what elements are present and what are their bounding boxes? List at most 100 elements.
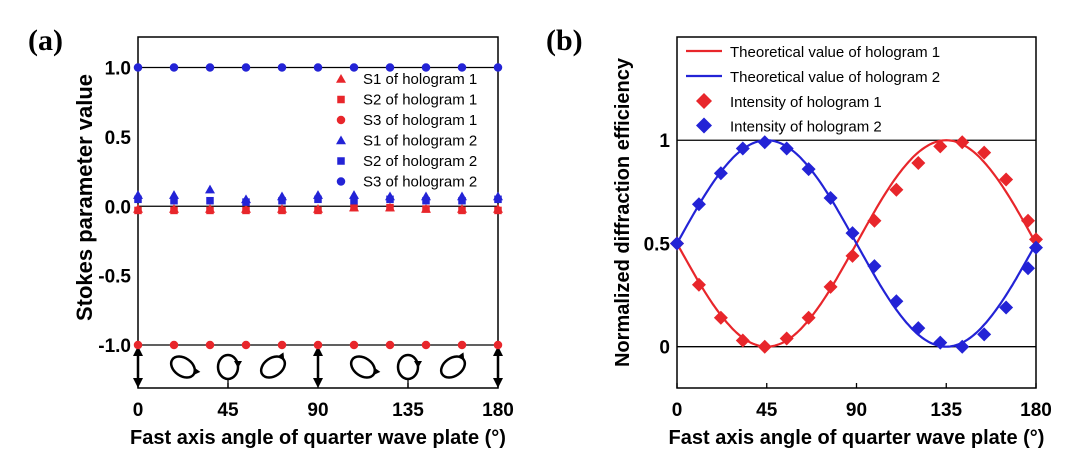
x-tick-label: 180 (482, 400, 514, 421)
data-point (278, 206, 286, 215)
data-point (169, 340, 179, 350)
data-point (385, 63, 395, 72)
data-point (421, 63, 431, 72)
data-point (955, 135, 970, 150)
rotation-arrowhead (193, 367, 201, 376)
rotation-arrowhead (456, 352, 465, 361)
data-point (170, 196, 178, 205)
y-tick-label: 0.5 (105, 128, 132, 149)
data-point (349, 63, 359, 72)
legend-marker (696, 117, 712, 134)
data-point (241, 340, 251, 350)
panel-label-b: (b) (546, 24, 583, 57)
data-point (1029, 232, 1043, 247)
rotation-arrowhead (373, 367, 381, 376)
polarization-linear-vertical-icon (313, 346, 323, 388)
data-point (169, 63, 179, 72)
data-point (977, 327, 992, 342)
data-point (889, 294, 904, 309)
data-point (422, 196, 430, 205)
data-point (713, 166, 728, 181)
legend-marker (696, 93, 712, 109)
panel-a: 0 45 90 135 180 1.0 0.5 0.0 -0.5 -1.0 Fast axis an… (72, 36, 514, 449)
legend-label: Intensity of hologram 1 (730, 94, 882, 111)
data-point (349, 190, 359, 199)
polarization-circle-icon (216, 353, 242, 388)
x-tick-label: 180 (1020, 400, 1052, 421)
legend-marker (336, 115, 346, 125)
data-point (133, 63, 143, 72)
data-point (823, 279, 838, 294)
arrowhead (493, 346, 503, 356)
data-point (494, 206, 502, 215)
data-point (757, 135, 772, 150)
legend-marker (336, 74, 346, 83)
data-point (867, 213, 882, 228)
arrowhead (133, 346, 143, 356)
arrowhead (313, 346, 323, 356)
x-tick-label: 45 (217, 400, 239, 421)
data-point (313, 63, 323, 72)
legend-marker (336, 177, 346, 186)
data-point (134, 195, 142, 204)
data-point (386, 195, 394, 204)
x-tick-label: 0 (672, 400, 683, 421)
data-point (206, 196, 214, 205)
data-point (457, 340, 467, 350)
polarization-ellipse-tilted-right-icon (259, 352, 287, 379)
arrowhead (313, 378, 323, 388)
x-axis-label: Fast axis angle of quarter wave plate (°… (130, 427, 506, 449)
legend-label: Theoretical value of hologram 1 (730, 44, 940, 61)
y-tick-label: 1 (659, 131, 670, 152)
data-point (779, 141, 794, 156)
data-point (494, 195, 502, 204)
y-tick-label: 0.0 (105, 197, 131, 218)
data-point (867, 259, 882, 274)
y-axis-label: Normalized diffraction efficiency (612, 57, 634, 367)
data-point (779, 331, 794, 346)
data-point (349, 340, 359, 350)
series-4 (134, 195, 502, 206)
data-point (350, 203, 358, 212)
data-point (493, 340, 503, 350)
data-point (845, 248, 860, 263)
data-point (313, 340, 323, 350)
arrowhead (493, 378, 503, 388)
data-point (421, 340, 431, 350)
y-tick-label: -0.5 (98, 267, 131, 288)
polarization-ellipse-tilted-right-icon (439, 352, 467, 379)
polarization-ellipse (349, 355, 377, 379)
polarization-ellipse-tilted-left-icon (169, 355, 201, 379)
data-point (277, 340, 287, 350)
data-point (242, 206, 250, 215)
polarization-ellipse (396, 353, 420, 381)
polarization-linear-vertical-icon (493, 346, 503, 388)
y-tick-label: 0.5 (644, 234, 671, 255)
rotation-arrowhead (276, 352, 285, 361)
data-point (169, 190, 179, 199)
data-point (493, 63, 503, 72)
x-tick-label: 135 (392, 400, 424, 421)
data-point (205, 184, 215, 194)
y-tick-label: 0 (659, 338, 670, 359)
data-point (277, 63, 287, 72)
polarization-ellipse (216, 353, 240, 381)
polarization-ellipse (439, 355, 467, 379)
data-point (911, 321, 926, 336)
data-point (385, 340, 395, 350)
legend-label: S1 of hologram 2 (363, 133, 477, 150)
data-point (314, 195, 322, 204)
panel-label-a: (a) (28, 24, 63, 57)
data-point (1021, 213, 1036, 228)
polarization-ellipse (169, 355, 197, 379)
data-point (757, 339, 772, 354)
series-1 (134, 203, 502, 215)
data-point (314, 206, 322, 215)
data-point (457, 63, 467, 72)
panel-b: 0 45 90 135 180 1 0.5 0 Fast axis angle of quart… (612, 36, 1052, 449)
polarization-linear-vertical-icon (133, 346, 143, 388)
theory-line-2 (676, 139, 1037, 348)
data-point (205, 340, 215, 350)
rotation-arrowhead (414, 361, 422, 368)
